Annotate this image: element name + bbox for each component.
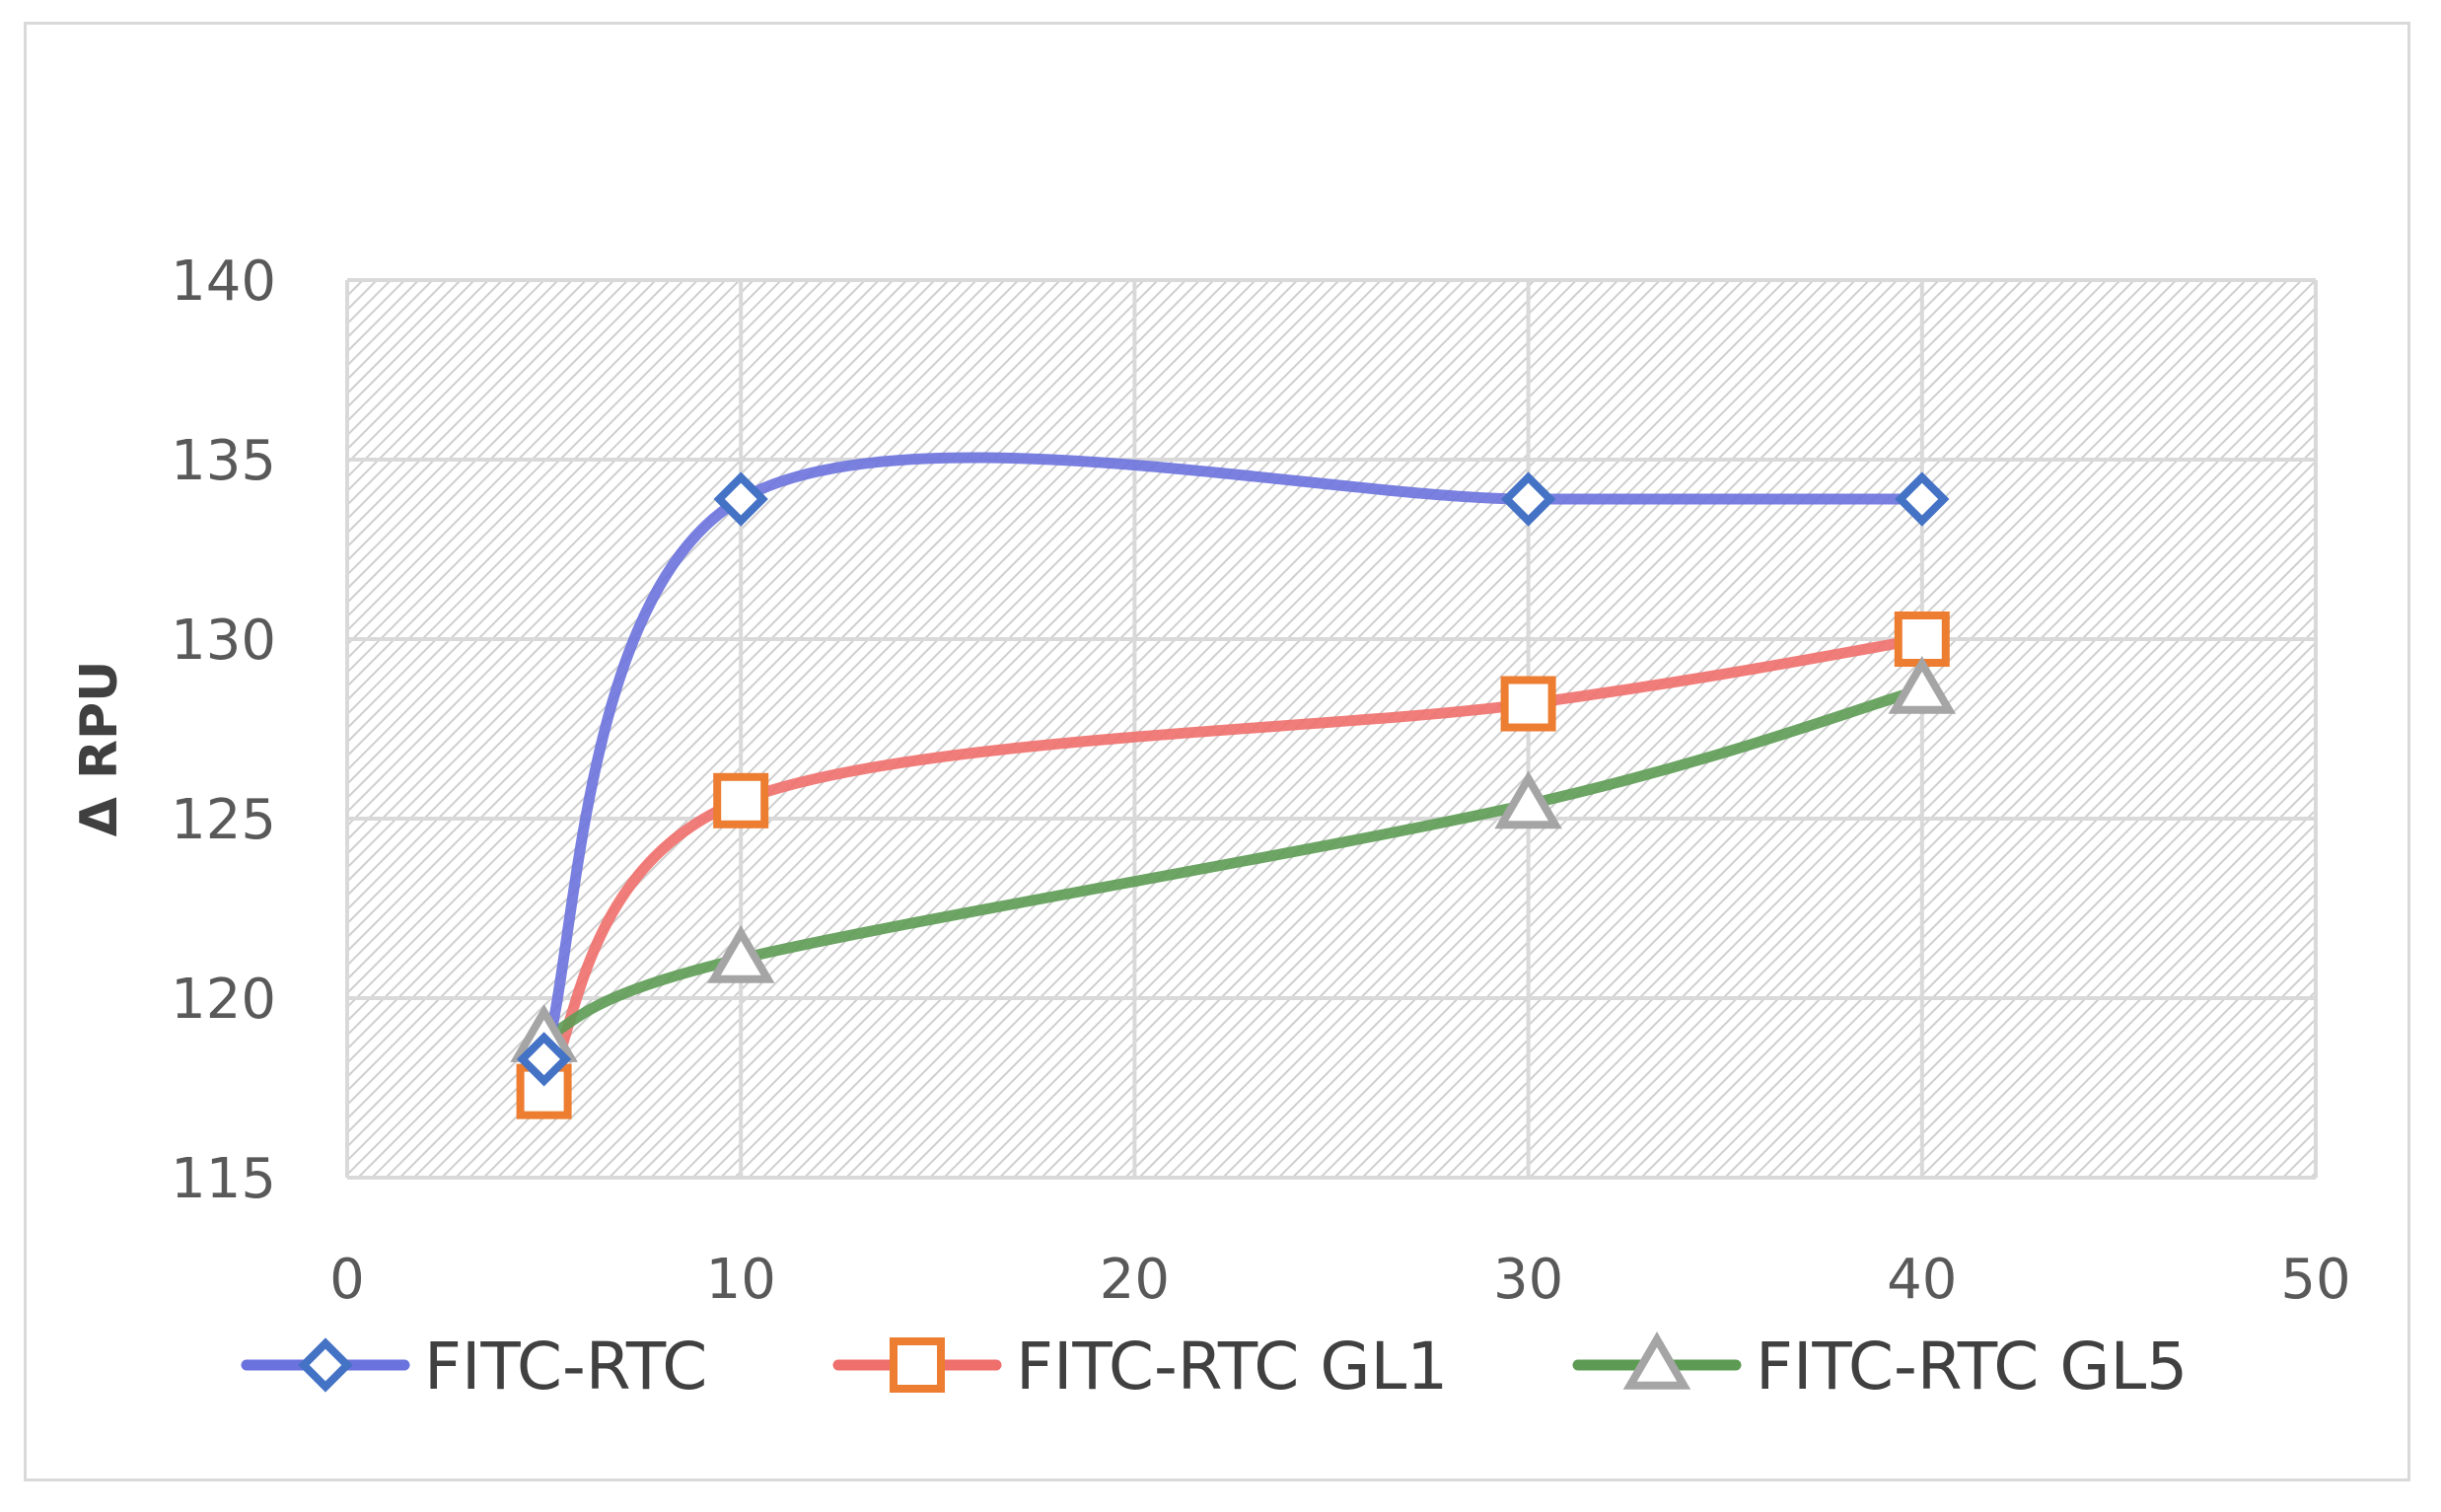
data-point-marker xyxy=(1894,612,1950,667)
series-line-1 xyxy=(538,633,1928,1098)
y-tick-label: 125 xyxy=(171,788,276,852)
legend-label: FITC-RTC GL5 xyxy=(1756,1329,2188,1404)
legend-label: FITC-RTC GL1 xyxy=(1016,1329,1448,1404)
data-point-marker xyxy=(1494,770,1562,829)
legend-marker xyxy=(890,1337,945,1393)
series-lines xyxy=(538,452,1928,1098)
x-tick-label: 50 xyxy=(2280,1248,2350,1312)
x-tick-label: 40 xyxy=(1887,1248,1957,1312)
y-tick-label: 130 xyxy=(171,609,276,673)
series-line-2 xyxy=(538,684,1928,1044)
gridlines xyxy=(345,278,2318,1180)
data-point-marker xyxy=(1895,471,1950,527)
x-tick-label: 0 xyxy=(329,1248,365,1312)
data-point-marker xyxy=(713,471,768,527)
data-point-marker xyxy=(1888,656,1957,714)
legend: FITC-RTC FITC-RTC GL1 FITC-RTC GL5 xyxy=(241,1329,2188,1404)
series-line-0 xyxy=(538,452,1928,1065)
y-tick-label: 140 xyxy=(171,250,276,314)
data-point-marker xyxy=(516,1032,572,1087)
legend-marker xyxy=(1622,1332,1691,1390)
plot-area xyxy=(347,280,2316,1178)
series-markers xyxy=(510,471,1957,1119)
data-point-marker xyxy=(1500,471,1556,527)
y-tick-label: 120 xyxy=(171,968,276,1032)
y-tick-label: 115 xyxy=(171,1147,276,1211)
x-tick-label: 10 xyxy=(706,1248,776,1312)
data-point-marker xyxy=(713,772,769,828)
data-point-marker xyxy=(706,925,775,983)
x-tick-label: 30 xyxy=(1493,1248,1563,1312)
x-axis-tick-labels: 0 10 20 30 40 50 xyxy=(329,1248,2350,1312)
legend-marker xyxy=(298,1337,353,1393)
x-tick-label: 20 xyxy=(1100,1248,1170,1312)
y-axis-title: Δ RPU xyxy=(70,661,129,837)
y-axis-tick-labels: 115 120 125 130 135 140 xyxy=(171,250,276,1211)
legend-label: FITC-RTC xyxy=(424,1329,707,1404)
y-tick-label: 135 xyxy=(171,429,276,493)
data-point-marker xyxy=(1500,676,1556,732)
